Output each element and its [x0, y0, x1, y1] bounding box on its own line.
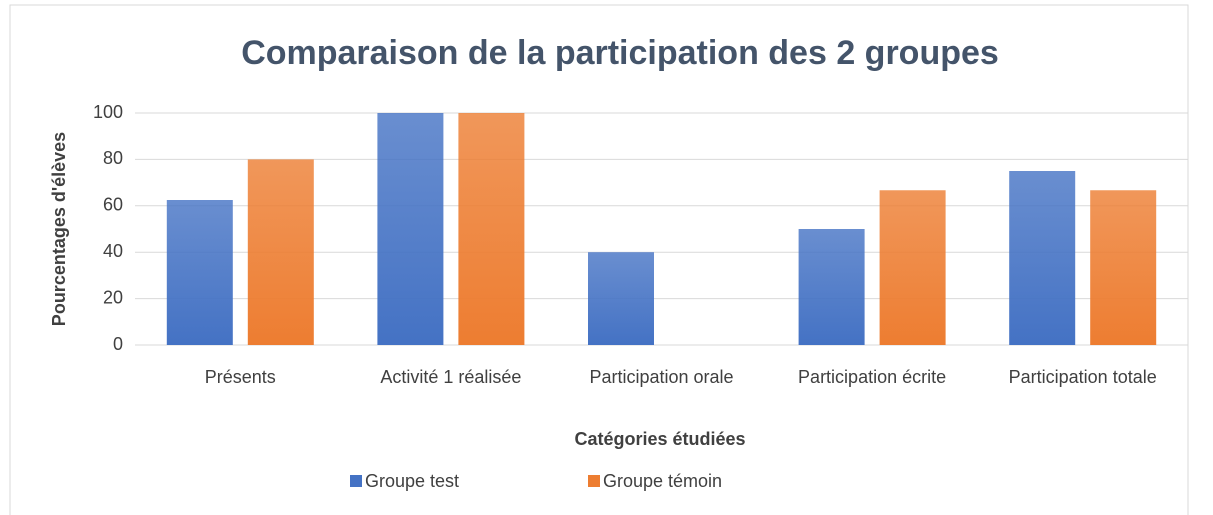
bar	[458, 113, 525, 345]
bar	[1009, 171, 1076, 345]
bar	[588, 252, 654, 345]
legend-label: Groupe témoin	[603, 471, 722, 491]
x-tick-label: Présents	[205, 367, 276, 387]
bar	[798, 229, 865, 345]
chart-title: Comparaison de la participation des 2 gr…	[241, 34, 999, 72]
x-tick-label: Participation orale	[589, 367, 733, 387]
y-tick-label: 40	[103, 241, 123, 261]
x-axis-title: Catégories étudiées	[574, 429, 745, 449]
bar	[166, 200, 233, 345]
legend-swatch	[350, 475, 362, 487]
legend-label: Groupe test	[365, 471, 459, 491]
x-tick-label: Activité 1 réalisée	[380, 367, 521, 387]
bar	[247, 159, 314, 345]
legend-swatch	[588, 475, 600, 487]
y-tick-label: 80	[103, 148, 123, 168]
y-tick-label: 60	[103, 195, 123, 215]
y-tick-label: 0	[113, 334, 123, 354]
y-tick-label: 100	[93, 102, 123, 122]
y-axis-title: Pourcentages d'élèves	[49, 132, 69, 326]
bar	[879, 190, 946, 345]
bar	[1090, 190, 1157, 345]
x-tick-label: Participation totale	[1009, 367, 1157, 387]
bar	[377, 113, 444, 345]
x-tick-label: Participation écrite	[798, 367, 946, 387]
y-tick-label: 20	[103, 287, 123, 307]
